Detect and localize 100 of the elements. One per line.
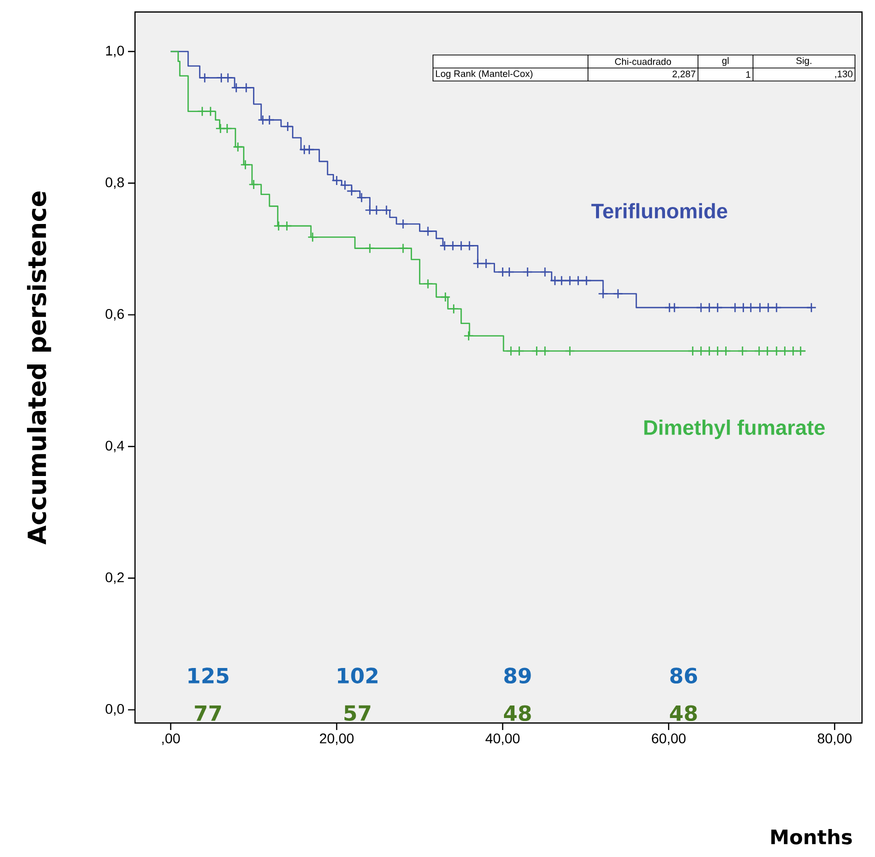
y-tick-label: 0,2 <box>106 572 124 584</box>
annotation: 77 <box>194 705 221 721</box>
point <box>754 346 764 356</box>
point <box>304 144 314 155</box>
point <box>448 240 458 251</box>
point <box>231 82 242 93</box>
point <box>540 346 550 356</box>
point <box>754 302 766 313</box>
point <box>763 302 774 313</box>
point <box>371 204 382 216</box>
point <box>712 346 723 356</box>
point <box>464 240 475 251</box>
point <box>788 346 798 356</box>
x-tick-label: 80,00 <box>818 733 852 746</box>
point <box>422 226 434 236</box>
point <box>364 243 376 254</box>
point <box>540 266 550 278</box>
point <box>795 346 806 356</box>
point <box>456 240 466 251</box>
x-tick-label: 20,00 <box>320 733 354 746</box>
annotation: Chi-cuadrado <box>615 58 672 65</box>
point <box>282 220 292 232</box>
annotation: Sig. <box>796 57 812 66</box>
point <box>598 288 608 299</box>
point <box>532 346 542 356</box>
point <box>273 220 284 232</box>
point <box>806 302 817 313</box>
x-tick-label: 40,00 <box>486 733 520 746</box>
point <box>398 243 408 254</box>
point <box>472 258 483 269</box>
point <box>696 302 706 313</box>
annotation: 89 <box>504 668 531 684</box>
point <box>746 302 756 313</box>
point <box>762 346 773 356</box>
point <box>480 258 492 269</box>
point <box>669 302 680 313</box>
point <box>241 82 252 93</box>
annotation: 2,287 <box>672 70 696 78</box>
point <box>356 192 367 203</box>
point <box>222 123 232 134</box>
point <box>332 175 342 186</box>
x-axis-title: Months <box>771 829 852 844</box>
y-tick-label: 0,8 <box>106 177 124 189</box>
point <box>422 278 434 290</box>
point <box>514 346 524 356</box>
annotation: 57 <box>344 705 370 721</box>
y-tick-label: 0,0 <box>106 704 124 716</box>
point <box>506 346 516 356</box>
point <box>712 302 723 313</box>
x-tick-label: 60,00 <box>652 733 686 746</box>
point <box>248 179 259 190</box>
point <box>264 114 275 126</box>
annotation: 125 <box>188 668 228 684</box>
y-tick-label: 0,4 <box>106 440 124 452</box>
point <box>498 266 508 278</box>
point <box>704 346 714 356</box>
point <box>240 160 251 170</box>
annotation: ,130 <box>835 70 852 78</box>
point <box>771 302 782 313</box>
point <box>573 275 584 286</box>
annotation: 48 <box>504 705 531 722</box>
point <box>222 72 234 83</box>
point <box>504 266 514 278</box>
point <box>612 288 624 299</box>
annotation: Log Rank (Mantel-Cox) <box>436 70 532 79</box>
annotation: 102 <box>338 668 378 684</box>
x-tick-label: ,00 <box>162 733 180 746</box>
point <box>720 346 732 356</box>
point <box>205 106 216 117</box>
point <box>448 304 459 314</box>
point <box>704 302 714 313</box>
point <box>730 302 740 313</box>
text: Teriflunomide <box>591 203 728 218</box>
point <box>581 275 592 286</box>
point <box>564 275 576 286</box>
y-tick-label: 0,6 <box>106 309 124 321</box>
point <box>780 346 790 356</box>
y-tick-label: 1,0 <box>106 46 124 58</box>
point <box>564 346 576 356</box>
annotation: 1 <box>746 71 750 78</box>
point <box>439 240 450 251</box>
point <box>738 302 748 313</box>
annotation: 86 <box>670 668 698 684</box>
point <box>688 346 698 356</box>
annotation: 48 <box>670 705 697 722</box>
annotation: gl <box>722 57 729 66</box>
point <box>737 346 748 356</box>
point <box>696 346 706 356</box>
point <box>258 114 268 126</box>
point <box>556 275 567 286</box>
text: Dimethyl fumarate <box>644 420 825 440</box>
y-axis-title: Accumulated persistence <box>26 192 52 544</box>
point <box>771 346 782 356</box>
point <box>282 121 293 132</box>
point <box>232 142 244 152</box>
point <box>398 218 408 230</box>
point <box>216 72 226 83</box>
point <box>197 106 208 117</box>
point <box>522 266 533 278</box>
point <box>440 292 451 302</box>
